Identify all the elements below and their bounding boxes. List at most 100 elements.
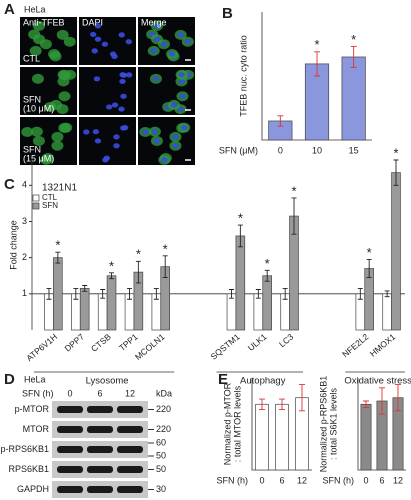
bar: [360, 403, 372, 471]
lane-label: 12: [125, 388, 135, 398]
error-bar: [393, 159, 399, 186]
y-tick-label: 2: [22, 252, 27, 262]
band-label: RPS6KB1: [8, 464, 49, 474]
cell-stain: [60, 122, 73, 133]
error-bar: [82, 285, 88, 292]
x-axis-label: SFN (μM): [219, 145, 258, 155]
x-tick-label: HMOX1: [368, 331, 398, 358]
column-label: Merge: [141, 17, 167, 27]
significance-mark: *: [367, 245, 372, 260]
cell-stain: [40, 154, 53, 165]
cell-stain: [48, 49, 61, 60]
cell-stain: [21, 127, 34, 138]
error-bar: [259, 398, 265, 410]
cell-stain: [58, 91, 71, 102]
cell-stain: [51, 140, 64, 151]
chart-title: 1321N1: [42, 183, 77, 194]
nucleus-stain: [125, 72, 133, 78]
x-tick-label: SQSTM1: [208, 331, 241, 361]
panel-letter: A: [4, 1, 15, 18]
row-label: SFN: [23, 94, 41, 104]
y-tick-label: 3: [22, 216, 27, 226]
nucleus-stain: [180, 125, 188, 131]
nucleus-stain: [119, 72, 126, 78]
band-label: p-RPS6KB1: [0, 444, 49, 454]
nucleus-stain: [152, 76, 160, 82]
nucleus-stain: [153, 36, 161, 42]
error-bar: [135, 260, 141, 284]
y-axis-label: Fold change: [8, 220, 18, 270]
error-bar: [277, 115, 284, 127]
band-label: GAPDH: [17, 484, 49, 494]
error-bar: [357, 287, 363, 300]
cell-stain: [50, 99, 63, 110]
x-tick-label: 12: [393, 475, 403, 485]
blot-band: [87, 486, 113, 493]
nucleus-stain: [170, 102, 178, 108]
x-tick-label: DPP7: [63, 331, 87, 353]
row-label: (10 μM): [23, 103, 54, 113]
column-label: DAPI: [82, 17, 103, 27]
significance-mark: *: [265, 256, 270, 271]
nucleus-stain: [102, 157, 109, 163]
panel-letter: C: [4, 176, 15, 193]
x-tick-label: TPP1: [117, 331, 140, 353]
significance-mark: *: [163, 241, 168, 256]
y-axis-label: TFEB nuc. cyto ratio: [238, 35, 248, 117]
nucleus-stain: [118, 32, 125, 38]
panel-letter: E: [218, 371, 228, 388]
mw-unit: kDa: [156, 388, 172, 398]
blot-band: [117, 466, 143, 473]
nucleus-stain: [91, 48, 98, 54]
cell-stain: [39, 39, 52, 50]
y-axis-label: : total S6K1 levels: [328, 387, 338, 460]
blot-band: [87, 426, 113, 433]
bar: [235, 235, 246, 331]
error-bar: [395, 384, 401, 412]
cell-line: HeLa: [24, 374, 46, 384]
error-bar: [264, 269, 270, 282]
nucleus-stain: [94, 36, 102, 42]
nucleus-stain: [172, 134, 179, 140]
row-label: CTL: [23, 53, 40, 63]
nucleus-stain: [118, 106, 125, 112]
error-bar: [255, 289, 261, 299]
significance-mark: *: [351, 32, 356, 47]
nucleus-stain: [106, 104, 113, 110]
panel-letter: B: [222, 5, 233, 22]
blot-band: [57, 406, 83, 413]
blot-band: [117, 426, 143, 433]
lane-label: 0: [67, 388, 72, 398]
x-tick-label: 6: [279, 475, 284, 485]
nucleus-stain: [109, 51, 117, 57]
x-axis-label: SFN (h): [217, 475, 249, 485]
group-label: Oxidative stress: [344, 376, 411, 387]
legend-swatch: [32, 194, 40, 202]
bar: [262, 275, 272, 331]
bar: [382, 293, 392, 331]
nucleus-stain: [161, 157, 168, 163]
blot-band: [87, 466, 113, 473]
x-axis-label: SFN (h): [323, 475, 355, 485]
mw-marker: 220: [156, 404, 171, 414]
blot-band: [57, 426, 83, 433]
bar: [391, 172, 401, 331]
legend-swatch: [32, 202, 40, 210]
error-bar: [299, 384, 305, 412]
nucleus-stain: [120, 93, 127, 99]
error-bar: [127, 287, 133, 300]
nucleus-stain: [184, 39, 191, 45]
nucleus-stain: [93, 76, 101, 82]
nucleus-stain: [150, 48, 157, 54]
error-bar: [228, 289, 234, 299]
bar: [275, 403, 289, 471]
significance-mark: *: [238, 211, 243, 226]
x-tick-label: ATP6V1H: [24, 332, 59, 364]
nucleus-stain: [83, 129, 90, 135]
nucleus-stain: [178, 72, 185, 78]
mw-marker: 60: [156, 437, 166, 447]
nucleus-stain: [101, 41, 109, 47]
axis-line: [251, 378, 312, 471]
mw-marker: 50: [156, 464, 166, 474]
group-label: Autophagy: [240, 376, 286, 387]
